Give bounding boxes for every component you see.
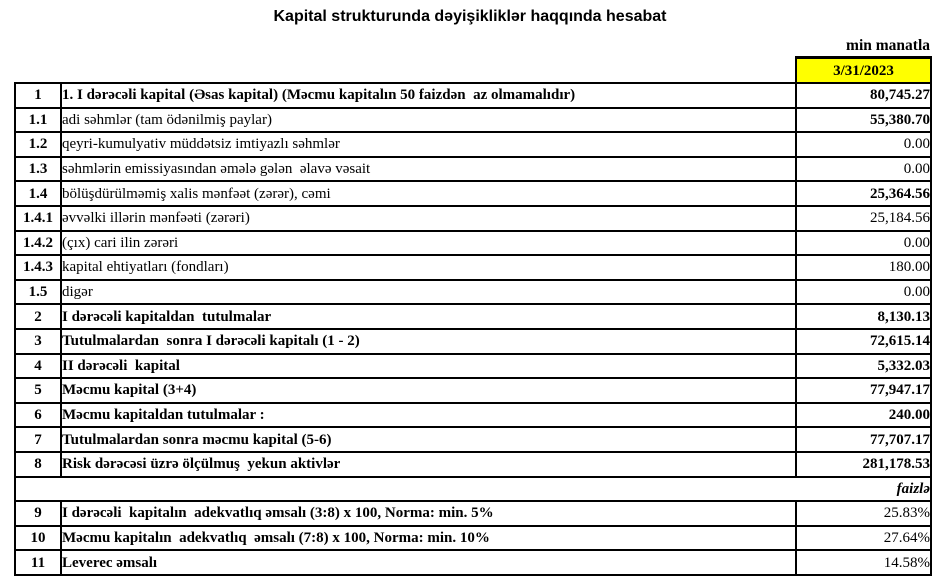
table-row: 6 Məcmu kapitaldan tutulmalar :240.00 [14,401,932,429]
row-value: 27.64% [795,524,932,552]
table-row: 1.5 digər 0.00 [14,278,932,306]
capital-table-body: 1 1. I dərəcəli kapital (Əsas kapital) (M… [14,82,932,576]
row-number: 6 [14,401,62,429]
row-label: əvvəlki illərin mənfəəti (zərəri) [60,204,797,232]
page-title: Kapital strukturunda dəyişikliklər haqqı… [273,8,667,25]
report-page: Kapital strukturunda dəyişikliklər haqqı… [0,8,940,583]
row-label: I dərəcəli kapitalın adekvatlıq əmsalı (… [60,500,797,527]
table-row: 7 Tutulmalardan sonra məcmu kapital (5-6)… [14,426,932,453]
row-label: Məcmu kapitalın adekvatlıq əmsalı (7:8) … [60,524,797,552]
row-label: Risk dərəcəsi üzrə ölçülmuş yekun aktivl… [60,450,797,478]
percent-unit-row-label: faizlə [14,475,932,503]
row-value: 0.00 [795,131,932,158]
row-number: 4 [14,352,62,380]
row-value: 8,130.13 [795,303,932,330]
row-number: 1.3 [14,155,62,183]
row-value: 72,615.14 [795,327,932,355]
row-number: 1.5 [14,278,62,306]
date-header-cell: 3/31/2023 [795,56,932,84]
table-row: 11 Leverec əmsalı 14.58% [14,549,932,576]
unit-label: min manatla [846,37,930,54]
row-label: səhmlərin emissiyasından əmələ gələn əla… [60,155,797,183]
row-value: 77,947.17 [795,377,932,404]
row-label: I dərəcəli kapitaldan tutulmalar [60,303,797,330]
row-value: 0.00 [795,229,932,257]
row-value: 14.58% [795,549,932,576]
blank-cell [15,58,61,84]
row-value: 5,332.03 [795,352,932,380]
row-value: 281,178.53 [795,450,932,478]
row-value: 240.00 [795,401,932,429]
row-label: qeyri-kumulyativ müddətsiz imtiyazlı səh… [60,131,797,158]
row-value: 180.00 [795,254,932,281]
row-number: 9 [14,500,62,527]
table-row: 10 Məcmu kapitalın adekvatlıq əmsalı (7:8… [14,524,932,552]
row-value: 25,364.56 [795,180,932,207]
row-value: 77,707.17 [795,426,932,453]
row-number: 8 [14,450,62,478]
date-header-row: 3/31/2023 [15,56,932,84]
row-number: 1.1 [14,106,62,134]
row-label: Məcmu kapitaldan tutulmalar : [60,401,797,429]
table-row: 1.4.1 əvvəlki illərin mənfəəti (zərəri) 25… [14,204,932,232]
row-number: 1 [14,82,62,109]
table-row: 1 1. I dərəcəli kapital (Əsas kapital) (M… [14,82,932,109]
table-row: 1.2 qeyri-kumulyativ müddətsiz imtiyazlı … [14,131,932,158]
row-value: 0.00 [795,155,932,183]
row-label: bölüşdürülməmiş xalis mənfəət (zərər), c… [60,180,797,207]
row-label: digər [60,278,797,306]
capital-structure-table: 3/31/2023 1 1. I dərəcəli kapital (Əsas k… [14,56,932,576]
row-value: 0.00 [795,278,932,306]
row-number: 1.4.3 [14,254,62,281]
row-label: II dərəcəli kapital [60,352,797,380]
table-row: 1.4 bölüşdürülməmiş xalis mənfəət (zərər)… [14,180,932,207]
row-value: 25,184.56 [795,204,932,232]
row-number: 1.4 [14,180,62,207]
row-number: 3 [14,327,62,355]
row-label: kapital ehtiyatları (fondları) [60,254,797,281]
table-row: 3 Tutulmalardan sonra I dərəcəli kapitalı… [14,327,932,355]
row-number: 1.2 [14,131,62,158]
row-number: 10 [14,524,62,552]
row-number: 1.4.1 [14,204,62,232]
table-row: 1.4.2 (çıx) cari ilin zərəri 0.00 [14,229,932,257]
table-row: 1.4.3 kapital ehtiyatları (fondları) 180.0… [14,254,932,281]
row-value: 55,380.70 [795,106,932,134]
table-row: 1.1 adi səhmlər (tam ödənilmiş paylar) 55,… [14,106,932,134]
row-label: 1. I dərəcəli kapital (Əsas kapital) (Mə… [60,82,797,109]
table-row: faizlə [14,475,932,503]
row-label: Tutulmalardan sonra I dərəcəli kapitalı … [60,327,797,355]
table-row: 5 Məcmu kapital (3+4) 77,947.17 [14,377,932,404]
table-row: 1.3 səhmlərin emissiyasından əmələ gələn … [14,155,932,183]
row-label: Tutulmalardan sonra məcmu kapital (5-6) [60,426,797,453]
row-label: Leverec əmsalı [60,549,797,576]
row-number: 5 [14,377,62,404]
row-number: 2 [14,303,62,330]
row-number: 1.4.2 [14,229,62,257]
row-value: 25.83% [795,500,932,527]
row-number: 7 [14,426,62,453]
table-row: 8 Risk dərəcəsi üzrə ölçülmuş yekun aktiv… [14,450,932,478]
row-value: 80,745.27 [795,82,932,109]
table-row: 4 II dərəcəli kapital 5,332.03 [14,352,932,380]
row-label: (çıx) cari ilin zərəri [60,229,797,257]
blank-cell [61,58,796,84]
row-label: adi səhmlər (tam ödənilmiş paylar) [60,106,797,134]
row-number: 11 [14,549,62,576]
row-label: Məcmu kapital (3+4) [60,377,797,404]
